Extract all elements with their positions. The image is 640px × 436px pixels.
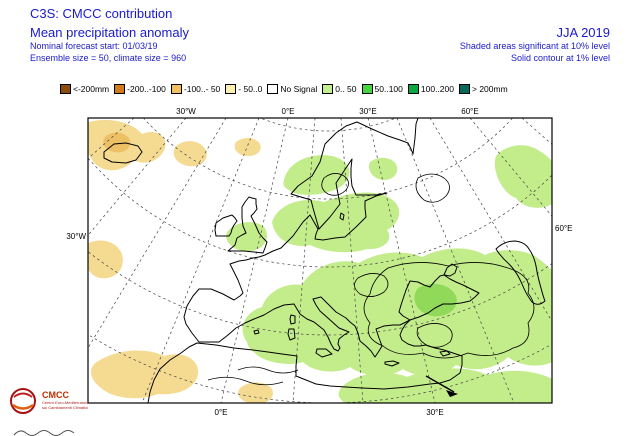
lon-label-bottom-0e: 0°E [215, 408, 228, 417]
map-frame [87, 117, 553, 404]
map-title: Mean precipitation anomaly [30, 25, 189, 40]
graticule-meridian [88, 118, 187, 236]
coastline-cyprus [439, 350, 451, 357]
legend-item: 0.. 50 [322, 84, 357, 94]
coastline-mediterranean-north [198, 296, 411, 358]
legend-item: No Signal [267, 84, 317, 94]
anomaly-region-positive [368, 157, 398, 180]
lon-label-top-60e: 60°E [461, 107, 478, 116]
cmcc-logo-icon [10, 388, 36, 414]
graticule-meridian [141, 118, 260, 403]
ensemble-size-label: Ensemble size = 50, climate size = 960 [30, 53, 187, 63]
graticule-meridian [88, 118, 227, 349]
coastline-sardinia [287, 328, 296, 341]
anomaly-region-positive [283, 155, 350, 195]
anomaly-region-positive [272, 192, 400, 253]
legend-item: 50..100 [361, 84, 403, 94]
graticule-meridian [220, 118, 289, 403]
season-label: JJA 2019 [556, 25, 611, 40]
lon-label-top-0e: 0°E [282, 107, 295, 116]
legend-item: - 50..0 [225, 84, 262, 94]
forecast-start-label: Nominal forecast start: 01/03/19 [30, 41, 158, 51]
significance-contour [321, 173, 349, 196]
anomaly-region-negative [90, 350, 199, 399]
significance-contour [415, 173, 450, 203]
contour-note: Solid contour at 1% level [510, 53, 610, 63]
coastline-sea-of-azov [443, 263, 458, 277]
legend-swatch [459, 84, 470, 94]
coastline-corsica [289, 314, 296, 325]
anomaly-region-positive [242, 248, 552, 376]
significance-contour [354, 273, 389, 297]
cmcc-logo: CMCC Centro Euro-Mediterraneo sui Cambia… [8, 386, 88, 416]
graticule-meridian [340, 118, 364, 403]
anomaly-region-positive [338, 368, 552, 403]
legend: <-200mm -200..-100 -100..- 50 - 50..0 No… [60, 84, 508, 94]
significance-contour [237, 366, 299, 374]
arrow-annotation [425, 375, 455, 393]
graticule-meridian [396, 118, 515, 403]
coastline-atlantic-baltic-scandinavia [183, 118, 419, 343]
coastline-caspian-sea [495, 240, 546, 305]
coastline-gotland [339, 212, 345, 221]
legend-item: -100..- 50 [170, 84, 220, 94]
cmcc-logo-subtitle: Centro Euro-Mediterraneo [42, 400, 89, 405]
anomaly-region-positive [494, 145, 552, 208]
coastline-iceland [103, 142, 143, 164]
map-canvas: 30°W 0°E 30°E 60°E 30°W 60°E 0°E 30°E [60, 106, 600, 418]
legend-swatch [170, 84, 182, 94]
legend-item: 100..200 [407, 84, 454, 94]
lon-label-bottom-30e: 30°E [426, 408, 443, 417]
legend-swatch [407, 84, 419, 94]
lon-label-top-30e: 30°E [359, 107, 376, 116]
legend-swatch [322, 84, 334, 94]
coastline-great-britain [227, 196, 268, 254]
coastline-mallorca [253, 329, 260, 335]
anomaly-region-negative [238, 382, 273, 403]
anomaly-region-negative [173, 141, 207, 167]
graticule-meridian [367, 118, 436, 403]
legend-item: > 200mm [459, 84, 508, 94]
significance-contour [416, 323, 453, 348]
anomaly-region-negative [88, 240, 123, 279]
graticule-meridian [469, 118, 552, 217]
graticule-parallel [259, 118, 397, 132]
page-title: C3S: CMCC contribution [30, 6, 173, 21]
legend-swatch [361, 84, 373, 94]
cmcc-logo-subtitle: sui Cambiamenti Climatici [42, 405, 89, 410]
legend-swatch [225, 84, 237, 94]
coastline-black-sea [398, 274, 480, 321]
legend-swatch [60, 84, 71, 94]
coastline-anatolia-levant-north-africa [147, 319, 463, 403]
coastline-sicily [315, 348, 333, 358]
graticule-meridian [429, 118, 552, 323]
significance-contour [363, 262, 535, 359]
arrow-annotation-head [446, 390, 458, 397]
graticule-parallel [88, 157, 552, 268]
lon-label-right-60e: 60°E [555, 224, 572, 233]
legend-item: -200..-100 [114, 84, 166, 94]
precipitation-anomaly-map: 30°W 0°E 30°E 60°E 30°W 60°E 0°E 30°E [66, 107, 572, 417]
cmcc-logo-text: CMCC [42, 390, 69, 400]
legend-swatch [114, 84, 126, 94]
anomaly-region-negative [234, 138, 261, 157]
anomaly-region-positive-strong [414, 283, 457, 317]
lon-label-top-30w: 30°W [176, 107, 196, 116]
anomaly-region-positive [226, 222, 267, 252]
significance-contour [207, 376, 284, 386]
coastline-ireland [214, 214, 238, 237]
legend-item: <-200mm [60, 84, 109, 94]
signature-squiggle [13, 430, 75, 436]
significance-shading-note: Shaded areas significant at 10% level [459, 41, 610, 51]
legend-swatch [267, 84, 279, 94]
lon-label-left-30w: 30°W [66, 232, 86, 241]
header: C3S: CMCC contribution Mean precipitatio… [30, 6, 610, 64]
coastline-crete [384, 360, 400, 367]
